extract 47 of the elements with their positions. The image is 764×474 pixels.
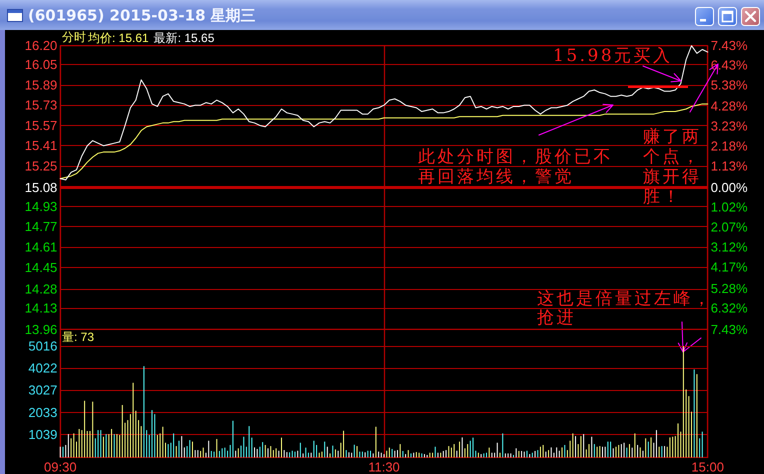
chart-title: 量: 73 xyxy=(62,330,94,344)
y-tick-label: 15.08 xyxy=(24,180,58,195)
text: 最新: 15.65 xyxy=(154,31,215,45)
y-tick-label: 15.41 xyxy=(24,138,58,154)
x-tick-label: 15:00 xyxy=(691,459,724,474)
y-tick-label: 5016 xyxy=(28,338,58,354)
y2-tick-label: 7.43% xyxy=(710,322,748,337)
y2-tick-label: 3.12% xyxy=(710,240,748,255)
y-tick-label: 1039 xyxy=(28,426,58,442)
chart-subtitle: 分时 xyxy=(62,30,86,44)
y-tick-label: 16.20 xyxy=(24,38,58,54)
y-tick-label: 14.77 xyxy=(24,219,58,234)
y-tick-label: 4022 xyxy=(28,360,58,376)
y-tick-label: 14.28 xyxy=(24,281,58,296)
y2-tick-label: 0.00% xyxy=(710,180,748,195)
y-tick-label: 15.89 xyxy=(24,77,58,92)
annotation: 赚了两个点，旗开得胜！ xyxy=(643,127,702,207)
y-tick-label: 14.61 xyxy=(24,240,58,255)
y2-tick-label: 1.02% xyxy=(710,199,748,214)
y-tick-label: 15.73 xyxy=(24,98,58,113)
x-tick-label: 09:30 xyxy=(44,459,77,474)
y2-tick-label: 6.43% xyxy=(710,57,748,72)
y-tick-label: 15.57 xyxy=(24,118,58,133)
y2-tick-label: 5.38% xyxy=(710,77,748,92)
y-tick-label: 16.05 xyxy=(24,57,58,72)
text: 均价: 15.61 xyxy=(87,31,150,45)
y2-tick-label: 3.23% xyxy=(710,118,748,134)
y-tick-label: 14.13 xyxy=(24,300,58,316)
y-tick-label: 2033 xyxy=(28,404,58,420)
y2-tick-label: 1.13% xyxy=(710,158,748,174)
y-tick-label: 14.93 xyxy=(24,198,58,214)
annotation: 此处分时图，股价已不再回落均线，警觉 xyxy=(418,146,614,186)
y-tick-label: 14.45 xyxy=(24,260,58,275)
y2-tick-label: 4.28% xyxy=(710,98,748,114)
y-tick-label: 3027 xyxy=(28,382,58,398)
y2-tick-label: 7.43% xyxy=(710,38,748,54)
annotation: 15.98元买入 xyxy=(553,46,673,66)
y2-tick-label: 4.17% xyxy=(710,260,748,275)
y-tick-label: 13.96 xyxy=(24,322,58,337)
annotation: 这也是倍量过左峰，抢进 xyxy=(537,288,712,328)
chart-title: (601965) 2015-03-18 星期三 xyxy=(28,6,256,24)
y2-tick-label: 2.18% xyxy=(710,138,748,154)
y2-tick-label: 6.32% xyxy=(710,300,748,316)
y-tick-label: 15.25 xyxy=(24,158,58,174)
y2-tick-label: 2.07% xyxy=(710,220,748,235)
y2-tick-label: 5.28% xyxy=(710,280,748,296)
x-tick-label: 11:30 xyxy=(368,459,400,474)
